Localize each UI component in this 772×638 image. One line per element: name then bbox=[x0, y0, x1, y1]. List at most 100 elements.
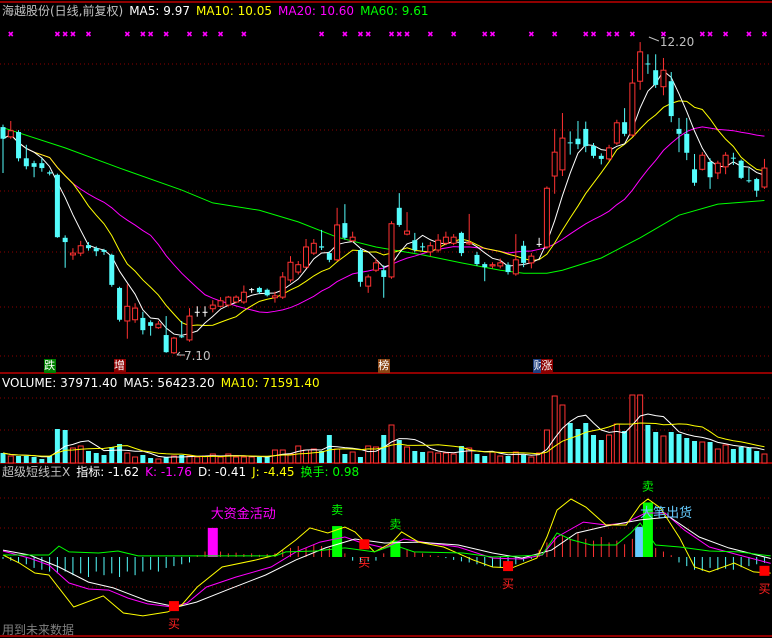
candle bbox=[155, 320, 162, 329]
volume-bar bbox=[209, 453, 216, 464]
candle-body bbox=[279, 276, 286, 298]
candle bbox=[606, 144, 613, 161]
candle-body bbox=[676, 128, 682, 134]
candle bbox=[420, 242, 426, 252]
signal-marker bbox=[723, 31, 729, 37]
volume-bar bbox=[567, 423, 573, 463]
candle-body bbox=[225, 296, 232, 306]
signal-marker bbox=[427, 31, 433, 37]
volume-bar bbox=[714, 448, 721, 464]
candle-body bbox=[567, 142, 573, 144]
candle-body bbox=[342, 223, 348, 238]
candle bbox=[271, 291, 278, 303]
event-badge[interactable]: 增 bbox=[113, 359, 126, 373]
volume-bar bbox=[23, 456, 29, 463]
candle-body bbox=[303, 246, 310, 268]
candle bbox=[637, 42, 644, 90]
volume-bar bbox=[489, 451, 496, 464]
candle-body bbox=[668, 81, 674, 117]
candle-body bbox=[388, 223, 395, 278]
signal-marker bbox=[583, 31, 589, 37]
candle-body bbox=[109, 254, 115, 285]
volume-bar bbox=[271, 449, 278, 464]
candle-body bbox=[271, 295, 278, 299]
volume-bar bbox=[412, 451, 418, 463]
volume-bar bbox=[613, 423, 620, 464]
candle bbox=[249, 287, 255, 293]
volume-bar bbox=[140, 455, 146, 463]
buy-signal-marker bbox=[359, 539, 370, 550]
ma60-value: MA60: 9.61 bbox=[360, 4, 429, 18]
candle bbox=[295, 261, 302, 275]
candle bbox=[738, 159, 744, 180]
volume-bar bbox=[225, 453, 232, 464]
volume-bar bbox=[707, 442, 713, 463]
volume-bar bbox=[591, 435, 597, 463]
candle bbox=[117, 286, 123, 322]
candle-body bbox=[482, 264, 488, 268]
candle-body bbox=[714, 162, 721, 174]
volume-bar bbox=[155, 458, 162, 464]
event-badge[interactable]: 跌 bbox=[43, 359, 56, 373]
candle-body bbox=[746, 180, 752, 182]
signal-marker bbox=[528, 31, 534, 37]
sell-signal-label: 卖 bbox=[642, 479, 654, 493]
volume-bar bbox=[365, 445, 372, 464]
low-price-label: 7.10 bbox=[184, 349, 211, 363]
candle bbox=[381, 265, 387, 298]
volume-bar bbox=[645, 425, 651, 463]
volume-bar bbox=[117, 444, 123, 463]
signal-marker bbox=[357, 31, 363, 37]
volume-bar bbox=[653, 432, 659, 463]
indicator-value: 指标: -1.62 bbox=[76, 465, 140, 479]
candle bbox=[202, 306, 208, 317]
candle bbox=[466, 213, 473, 246]
volume-bar bbox=[101, 455, 107, 463]
candle bbox=[303, 239, 310, 269]
candle-body bbox=[466, 242, 473, 245]
candle-body bbox=[575, 138, 581, 145]
volume-ma5: MA5: 56423.20 bbox=[123, 376, 215, 390]
candle-body bbox=[117, 287, 123, 320]
candle-body bbox=[598, 155, 604, 159]
event-badge[interactable]: 涨 bbox=[540, 359, 553, 373]
signal-marker bbox=[606, 31, 612, 37]
volume-bar bbox=[512, 451, 519, 464]
signal-marker bbox=[163, 31, 169, 37]
candle bbox=[132, 303, 139, 323]
candle-body bbox=[738, 160, 744, 178]
candle-body bbox=[551, 151, 558, 177]
low-arrow bbox=[176, 351, 185, 356]
candle bbox=[256, 286, 262, 295]
volume-legend: VOLUME: 37971.40 MA5: 56423.20 MA10: 71591… bbox=[2, 376, 326, 390]
candle bbox=[365, 274, 372, 293]
candle bbox=[512, 234, 519, 276]
candle bbox=[536, 237, 542, 247]
candle bbox=[334, 207, 341, 262]
high-price-label: 12.20 bbox=[660, 35, 694, 49]
candle-body bbox=[559, 137, 566, 171]
ma60-line bbox=[2, 127, 765, 274]
event-badge[interactable]: 榜 bbox=[377, 359, 390, 373]
signal-marker bbox=[761, 31, 768, 37]
volume-bar bbox=[528, 456, 535, 464]
indicator-legend: 超级短线王X 指标: -1.62 K: -1.76 D: -0.41 J: -4.45 换… bbox=[2, 465, 365, 479]
volume-bar bbox=[132, 456, 139, 464]
volume-bar bbox=[77, 445, 84, 464]
signal-marker bbox=[482, 31, 488, 37]
candle bbox=[69, 248, 76, 260]
candle-body bbox=[249, 289, 255, 291]
candle-body bbox=[381, 270, 387, 277]
candle-body bbox=[93, 248, 99, 252]
candle-body bbox=[637, 51, 644, 82]
candle bbox=[194, 306, 200, 317]
volume-bar bbox=[754, 451, 760, 463]
candle bbox=[746, 168, 752, 183]
signal-marker bbox=[85, 31, 92, 37]
volume-bar bbox=[450, 453, 457, 464]
candle bbox=[0, 124, 6, 173]
candle-body bbox=[287, 261, 294, 281]
indicator-j-line bbox=[2, 498, 771, 617]
